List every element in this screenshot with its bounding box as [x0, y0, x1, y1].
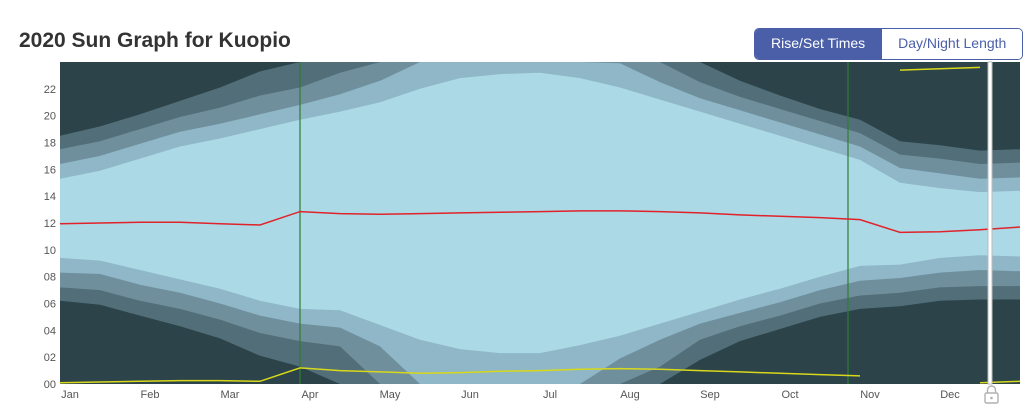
x-tick-label: Feb: [141, 389, 160, 401]
y-tick-label: 14: [44, 191, 56, 203]
y-tick-label: 02: [44, 352, 56, 364]
x-axis: Jan Feb Mar Apr May Jun Jul Aug Sep Oct Nov Dec: [61, 389, 960, 401]
x-tick-label: May: [380, 389, 401, 401]
x-tick-label: Apr: [301, 389, 318, 401]
x-tick-label: Jan: [61, 389, 79, 401]
solar-noon-line: [59, 210, 1021, 234]
series-lines: [59, 62, 1021, 384]
y-tick-label: 04: [44, 325, 56, 337]
range-handle[interactable]: [987, 61, 993, 385]
y-tick-label: 16: [44, 164, 56, 176]
x-tick-label: Oct: [781, 389, 798, 401]
y-tick-label: 12: [44, 218, 56, 230]
view-toggle: Rise/Set Times Day/Night Length: [754, 28, 1024, 60]
day-night-length-button[interactable]: Day/Night Length: [881, 29, 1023, 59]
x-tick-label: Nov: [860, 389, 880, 401]
x-tick-label: Mar: [221, 389, 240, 401]
x-tick-label: Jun: [461, 389, 479, 401]
page-title: 2020 Sun Graph for Kuopio: [19, 29, 291, 52]
y-tick-label: 08: [44, 272, 56, 284]
y-tick-label: 10: [44, 245, 56, 257]
lock-icon[interactable]: [984, 385, 999, 404]
y-tick-label: 20: [44, 111, 56, 123]
y-tick-label: 00: [44, 379, 56, 391]
moon-line: [59, 367, 861, 384]
x-tick-label: Dec: [940, 389, 960, 401]
x-tick-label: Jul: [543, 389, 557, 401]
moon-line: [899, 66, 981, 71]
x-tick-label: Sep: [700, 389, 720, 401]
y-tick-label: 06: [44, 299, 56, 311]
rise-set-times-button[interactable]: Rise/Set Times: [755, 29, 882, 59]
y-tick-label: 18: [44, 138, 56, 150]
x-tick-label: Aug: [620, 389, 640, 401]
moon-line: [979, 380, 1021, 384]
y-axis: 00 02 04 06 08 10 12 14 16 18 20 22: [44, 84, 56, 391]
y-tick-label: 22: [44, 84, 56, 96]
